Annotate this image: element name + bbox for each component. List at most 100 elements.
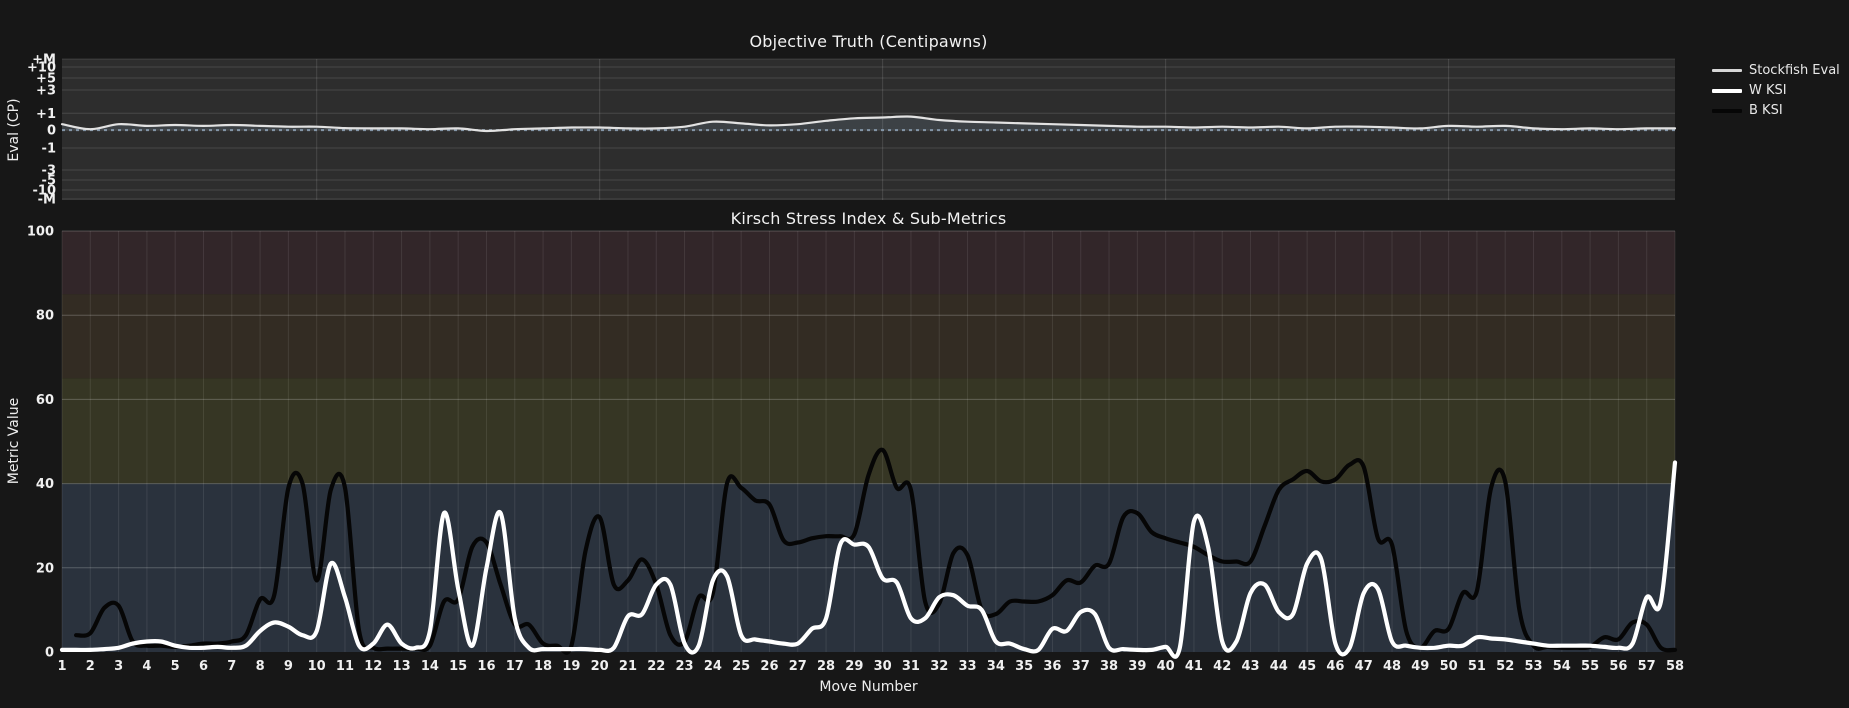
svg-text:28: 28 [817, 659, 835, 674]
svg-text:37: 37 [1072, 659, 1090, 674]
svg-text:0: 0 [45, 646, 54, 661]
svg-text:26: 26 [760, 659, 778, 674]
svg-text:10: 10 [308, 659, 326, 674]
svg-text:53: 53 [1524, 659, 1542, 674]
ksi-xtick-labels: 1 2 3 4 5 6 7 8 9 10 11 12 13 14 15 16 17 18 19 20 21 22 23 24 2… [57, 659, 1684, 674]
b-ksi-line-swatch [1712, 108, 1742, 113]
svg-text:7: 7 [227, 659, 236, 674]
svg-text:18: 18 [534, 659, 552, 674]
svg-text:48: 48 [1383, 659, 1401, 674]
svg-text:47: 47 [1355, 659, 1373, 674]
svg-text:80: 80 [36, 309, 54, 324]
svg-text:8: 8 [256, 659, 265, 674]
svg-text:57: 57 [1638, 659, 1656, 674]
svg-text:60: 60 [36, 393, 54, 408]
svg-text:25: 25 [732, 659, 750, 674]
svg-text:+M: +M [32, 53, 56, 68]
legend-label-b-ksi: B KSI [1749, 103, 1783, 118]
b-ksi-line [74, 447, 1678, 655]
svg-text:20: 20 [591, 659, 609, 674]
svg-text:20: 20 [36, 561, 54, 576]
ksi-threshold-bands [62, 231, 1675, 652]
svg-text:0: 0 [47, 124, 56, 139]
svg-text:+1: +1 [36, 107, 56, 122]
bottom-chart-title: Kirsch Stress Index & Sub-Metrics [730, 209, 1007, 228]
svg-text:6: 6 [199, 659, 208, 674]
svg-text:2: 2 [86, 659, 95, 674]
svg-text:29: 29 [845, 659, 863, 674]
svg-text:40: 40 [36, 477, 54, 492]
svg-text:24: 24 [704, 659, 722, 674]
eval-chart: +M+10+5+3+10-1-3-5-10-M [27, 53, 1677, 208]
legend-item-stockfish-eval: Stockfish Eval [1712, 63, 1840, 78]
svg-text:46: 46 [1326, 659, 1344, 674]
svg-text:15: 15 [449, 659, 467, 674]
ksi-chart-gridlines [61, 230, 1676, 652]
stockfish-eval-line [60, 115, 1677, 133]
svg-text:50: 50 [1440, 659, 1458, 674]
svg-text:-10: -10 [33, 183, 57, 198]
bottom-chart-xlabel: Move Number [819, 679, 918, 695]
svg-text:55: 55 [1581, 659, 1599, 674]
svg-text:13: 13 [393, 659, 411, 674]
w-ksi-line-swatch [1712, 88, 1742, 93]
svg-text:3: 3 [114, 659, 123, 674]
svg-text:23: 23 [676, 659, 694, 674]
svg-text:35: 35 [1015, 659, 1033, 674]
svg-text:30: 30 [874, 659, 892, 674]
legend-label-w-ksi: W KSI [1749, 83, 1787, 98]
svg-text:49: 49 [1411, 659, 1429, 674]
svg-text:56: 56 [1609, 659, 1627, 674]
svg-text:34: 34 [987, 659, 1005, 674]
top-chart-title: Objective Truth (Centipawns) [749, 32, 988, 51]
svg-text:9: 9 [284, 659, 293, 674]
svg-text:22: 22 [647, 659, 665, 674]
svg-text:100: 100 [27, 225, 54, 240]
svg-text:39: 39 [1128, 659, 1146, 674]
svg-text:+3: +3 [36, 84, 56, 99]
w-ksi-line [59, 460, 1678, 659]
svg-text:11: 11 [336, 659, 354, 674]
legend-item-b-ksi: B KSI [1712, 103, 1840, 118]
svg-text:4: 4 [142, 659, 151, 674]
svg-text:43: 43 [1241, 659, 1259, 674]
svg-text:19: 19 [562, 659, 580, 674]
svg-text:38: 38 [1100, 659, 1118, 674]
stockfish-eval-line-swatch [1712, 69, 1742, 72]
svg-text:1: 1 [57, 659, 66, 674]
svg-text:31: 31 [902, 659, 920, 674]
svg-text:45: 45 [1298, 659, 1316, 674]
svg-text:5: 5 [171, 659, 180, 674]
svg-text:-M: -M [38, 193, 56, 208]
svg-text:44: 44 [1270, 659, 1288, 674]
svg-text:16: 16 [477, 659, 495, 674]
svg-text:12: 12 [364, 659, 382, 674]
ksi-ytick-labels: 0 20 40 60 80 100 [27, 225, 54, 661]
legend-item-w-ksi: W KSI [1712, 83, 1840, 98]
svg-text:14: 14 [421, 659, 439, 674]
svg-text:54: 54 [1553, 659, 1571, 674]
eval-chart-ytick-labels: +M+10+5+3+10-1-3-5-10-M [27, 53, 56, 208]
svg-text:-5: -5 [42, 173, 56, 188]
svg-text:40: 40 [1157, 659, 1175, 674]
svg-text:32: 32 [930, 659, 948, 674]
svg-text:17: 17 [506, 659, 524, 674]
svg-text:-3: -3 [42, 163, 56, 178]
svg-text:52: 52 [1496, 659, 1514, 674]
svg-text:21: 21 [619, 659, 637, 674]
svg-text:-1: -1 [42, 141, 56, 156]
svg-text:+5: +5 [36, 72, 56, 87]
svg-text:42: 42 [1213, 659, 1231, 674]
svg-text:27: 27 [789, 659, 807, 674]
svg-text:58: 58 [1666, 659, 1684, 674]
svg-text:36: 36 [1043, 659, 1061, 674]
svg-text:+10: +10 [27, 61, 56, 76]
chart-legend: Stockfish Eval W KSI B KSI [1712, 63, 1840, 118]
svg-text:51: 51 [1468, 659, 1486, 674]
legend-label-stockfish-eval: Stockfish Eval [1749, 63, 1840, 78]
svg-text:41: 41 [1185, 659, 1203, 674]
svg-text:33: 33 [958, 659, 976, 674]
